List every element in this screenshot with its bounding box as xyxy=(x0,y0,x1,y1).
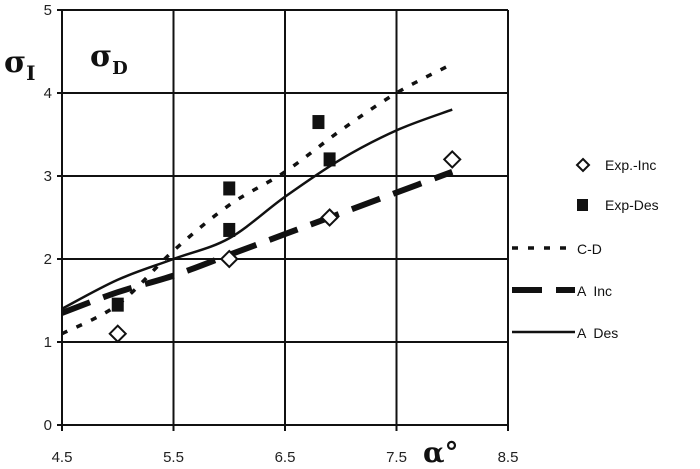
legend-label: A Inc xyxy=(577,283,612,299)
diamond-marker xyxy=(320,208,340,227)
y-tick-label: 2 xyxy=(44,251,52,268)
x-tick-label: 8.5 xyxy=(498,449,519,466)
legend-label: A Des xyxy=(577,325,618,341)
x-tick-label: 6.5 xyxy=(275,449,296,466)
diamond-marker xyxy=(442,149,462,169)
square-marker xyxy=(223,181,236,196)
y-tick-label: 0 xyxy=(44,417,52,434)
y-axis-label-sigma-i: σI xyxy=(4,45,35,85)
legend-label: Exp-Des xyxy=(605,197,659,213)
legend-label: C-D xyxy=(577,241,602,257)
legend: Exp.-Inc Exp-Des C-D A Inc A Des xyxy=(512,157,659,341)
y-tick-label: 1 xyxy=(44,334,52,351)
series-line-a-des xyxy=(61,108,453,310)
axis-labels: σI σD α° xyxy=(4,39,459,469)
x-tick-label: 7.5 xyxy=(386,449,407,466)
diamond-marker xyxy=(219,249,239,269)
series-line-a-inc xyxy=(60,169,454,316)
legend-diamond-icon xyxy=(575,157,591,173)
series-line-c-d xyxy=(61,62,454,336)
legend-label: Exp.-Inc xyxy=(605,157,656,173)
square-marker xyxy=(312,115,325,130)
x-tick-label: 5.5 xyxy=(163,449,184,466)
y-tick-label: 5 xyxy=(44,2,52,19)
tick-labels: 0 1 2 3 4 5 4.5 5.5 6.5 7.5 8.5 xyxy=(44,2,519,466)
x-tick-label: 4.5 xyxy=(52,449,73,466)
y-axis-label-sigma-d: σD xyxy=(90,39,128,79)
square-marker xyxy=(111,297,124,312)
series-layer xyxy=(60,62,462,344)
y-tick-label: 3 xyxy=(44,168,52,185)
x-axis-label: α° xyxy=(423,436,459,469)
square-marker xyxy=(323,152,336,167)
diamond-marker xyxy=(108,324,128,344)
grid xyxy=(57,9,509,431)
y-tick-label: 4 xyxy=(44,85,52,102)
legend-square-icon xyxy=(577,199,588,211)
square-marker xyxy=(223,222,236,237)
